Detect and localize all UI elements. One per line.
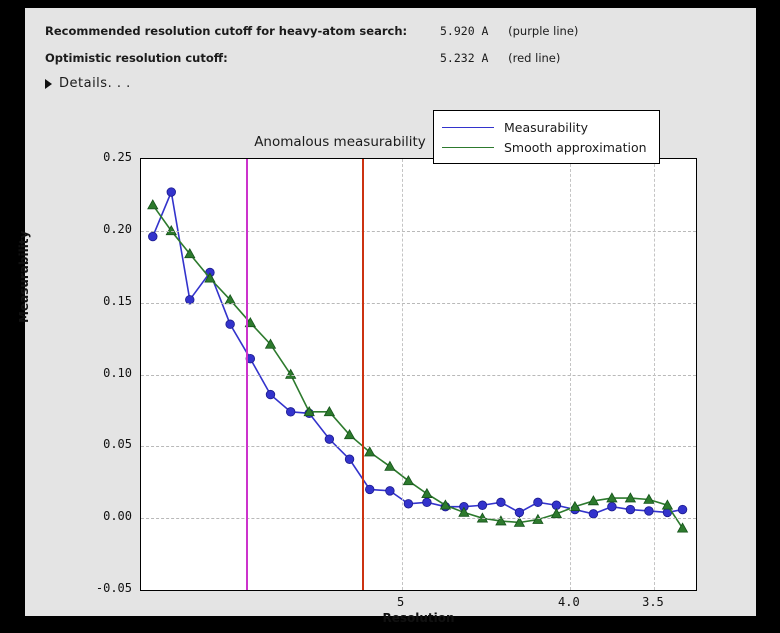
header-row-optimistic: Optimistic resolution cutoff: (45, 51, 228, 65)
legend-swatch-smooth (442, 146, 494, 148)
data-point (458, 506, 470, 517)
data-point (587, 495, 600, 506)
legend-item-measurability: Measurability (442, 117, 647, 137)
chart-title: Anomalous measurability (254, 134, 426, 150)
series-line-circle (152, 189, 683, 515)
data-point (644, 506, 654, 516)
y-tick-label: -0.05 (95, 581, 132, 595)
data-point (365, 484, 375, 495)
data-point (606, 492, 618, 503)
data-point (264, 338, 277, 349)
data-point (533, 497, 543, 508)
gridline-h (141, 518, 696, 520)
results-panel: Recommended resolution cutoff for heavy-… (17, 8, 756, 625)
recommended-cutoff-value: 5.920 A (440, 24, 489, 38)
chevron-right-icon (45, 78, 52, 89)
anomalous-measurability-figure: Anomalous measurability Measurability Re… (17, 103, 756, 625)
y-tick-label: 0.05 (103, 437, 132, 452)
x-tick-label: 3.5 (642, 595, 664, 609)
data-point (513, 516, 526, 527)
data-point (303, 406, 315, 417)
y-tick-label: 0.20 (103, 221, 132, 236)
data-point (643, 493, 655, 504)
data-point (165, 225, 177, 236)
gridline-v (653, 159, 655, 590)
optimistic-cutoff-value: 5.232 A (440, 51, 489, 65)
data-point (225, 319, 235, 329)
gridline-h (141, 230, 696, 232)
gridline-h (141, 446, 696, 448)
data-point (677, 504, 688, 515)
y-tick-label: 0.00 (103, 509, 132, 524)
gridline-h (141, 374, 696, 376)
data-point (402, 474, 415, 486)
data-point (323, 406, 336, 417)
y-tick-label: 0.15 (103, 293, 132, 308)
data-point (344, 454, 355, 464)
details-disclosure[interactable]: Details. . . (45, 76, 131, 91)
x-tick-label: 5 (397, 595, 405, 609)
data-point (588, 509, 599, 519)
plot-area (140, 158, 697, 591)
y-axis-label: Measurability (17, 230, 31, 323)
data-point (184, 248, 196, 259)
optimistic-cutoff-note: (red line) (508, 51, 561, 65)
data-point (625, 504, 636, 515)
x-axis-label: Resolution (382, 611, 455, 625)
data-point (284, 368, 297, 379)
data-point (343, 429, 356, 440)
optimistic-cutoff-line (361, 159, 364, 590)
data-point (476, 512, 489, 523)
data-point (496, 497, 506, 508)
data-point (364, 446, 376, 457)
data-point (477, 500, 488, 510)
y-tick-label: 0.25 (103, 150, 132, 164)
legend-item-smooth: Smooth approximation (442, 137, 647, 157)
data-point (439, 499, 452, 510)
chart-legend: Measurability Smooth approximation (433, 110, 660, 164)
data-point (265, 389, 276, 400)
gridline-v (569, 159, 571, 590)
series-canvas (147, 187, 689, 533)
data-point (550, 508, 563, 519)
data-point (495, 515, 507, 526)
data-point (422, 497, 432, 508)
optimistic-cutoff-label: Optimistic resolution cutoff: (45, 51, 228, 65)
data-point (285, 407, 296, 417)
data-point (148, 231, 158, 242)
data-point (385, 486, 395, 496)
data-point (569, 500, 581, 511)
data-point (607, 501, 617, 512)
data-point (324, 434, 335, 444)
details-label: Details. . . (59, 76, 131, 91)
data-point (204, 272, 216, 283)
legend-swatch-measurability (442, 126, 494, 128)
data-point (224, 293, 236, 305)
data-point (185, 295, 195, 305)
recommended-cutoff-label: Recommended resolution cutoff for heavy-… (45, 24, 408, 38)
data-point (624, 492, 637, 503)
legend-label-smooth: Smooth approximation (504, 139, 647, 155)
data-point (384, 460, 396, 471)
data-point (676, 522, 689, 533)
data-point (403, 499, 414, 509)
recommended-cutoff-note: (purple line) (508, 24, 579, 38)
header-row-recommended: Recommended resolution cutoff for heavy-… (45, 24, 407, 38)
x-tick-label: 4.0 (558, 595, 580, 609)
data-point (421, 487, 433, 499)
y-tick-label: 0.10 (103, 365, 132, 380)
optimistic-cutoff-value-group: 5.232 A (red line) (440, 51, 560, 65)
data-point (514, 507, 525, 518)
data-point (166, 187, 176, 197)
legend-label-measurability: Measurability (504, 119, 589, 135)
recommended-cutoff-value-group: 5.920 A (purple line) (440, 24, 578, 38)
gridline-v (401, 159, 403, 590)
recommended-cutoff-line (245, 159, 248, 590)
data-point (661, 499, 674, 510)
data-point (147, 199, 159, 210)
gridline-h (141, 302, 696, 304)
series-line-triangle (152, 204, 684, 529)
